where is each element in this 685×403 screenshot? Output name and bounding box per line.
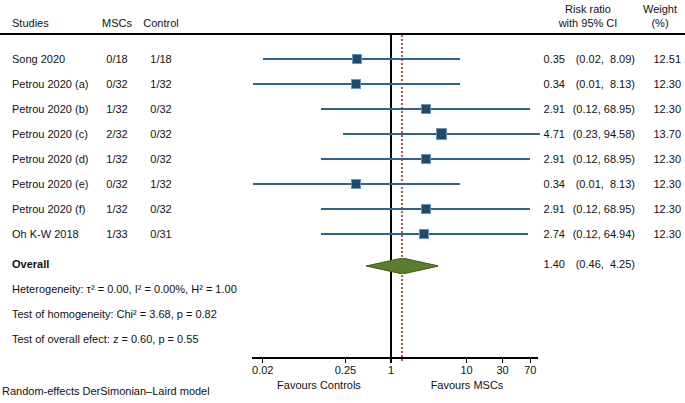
overall-diamond-shape (366, 258, 439, 274)
overall-diamond (366, 258, 439, 274)
heterogeneity-stat: Heterogeneity: τ² = 0.00, I² = 0.00%, H²… (12, 283, 237, 296)
favours-left-label: Favours Controls (277, 379, 361, 392)
x-axis-tick-label: 30 (496, 364, 508, 376)
favours-right-label: Favours MSCs (431, 379, 504, 392)
risk-ratio-marker (421, 104, 431, 114)
risk-ratio-marker (351, 179, 361, 189)
x-axis-tick (262, 357, 264, 363)
overall-effect-test-stat: Test of overall efect: z = 0.60, p = 0.5… (12, 333, 199, 346)
risk-ratio-marker (419, 229, 429, 239)
risk-ratio-marker (352, 54, 362, 64)
risk-ratio-marker (351, 79, 361, 89)
x-axis-tick-label: 10 (460, 364, 472, 376)
overall-ci: (0.46, 4.25) (555, 258, 635, 271)
x-axis-tick (345, 357, 347, 363)
x-axis-tick-label: 1 (388, 364, 394, 376)
x-axis-tick (502, 357, 504, 363)
risk-ratio-marker (421, 154, 431, 164)
model-footnote: Random-effects DerSimonian–Laird model (2, 385, 210, 398)
x-axis-tick (530, 357, 532, 363)
x-axis-tick-label: 0.25 (335, 364, 356, 376)
x-axis-tick (466, 357, 468, 363)
x-axis-tick-label: 70 (524, 364, 536, 376)
x-axis-tick (390, 357, 392, 363)
x-axis-tick-label: 0.02 (252, 364, 273, 376)
risk-ratio-marker (436, 128, 447, 139)
x-axis-line (252, 357, 538, 359)
risk-ratio-marker (421, 204, 431, 214)
overall-label: Overall (12, 258, 49, 271)
homogeneity-test-stat: Test of homogeneity: Chi² = 3.68, p = 0.… (12, 308, 217, 321)
forest-plot-figure: Studies MSCs Control Risk ratio with 95%… (0, 0, 685, 403)
